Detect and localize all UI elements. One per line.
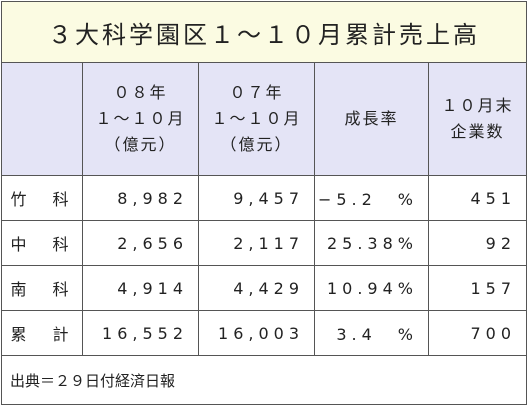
data-cell: 451	[427, 175, 528, 221]
header-line: ０７年	[229, 83, 284, 102]
title: ３大科学園区１～１０月累計売上高	[0, 1, 528, 63]
data-cell: 16,003	[198, 310, 315, 356]
header-line: １～１０月	[211, 109, 302, 128]
header-line: 成長率	[344, 109, 399, 128]
header-cell: 成長率	[314, 62, 429, 176]
row-label: 南 科	[1, 265, 83, 311]
data-cell: 3.4 %	[314, 310, 429, 356]
data-cell: 2,117	[198, 220, 315, 266]
header-row: ０８年 １～１０月 （億元） ０７年 １～１０月 （億元） 成長率 １０月末企業数	[1, 62, 528, 176]
data-cell: 9,457	[198, 175, 315, 221]
data-cell: 8,982	[82, 175, 199, 221]
data-cell: 25.38%	[314, 220, 429, 266]
data-cell: 4,914	[82, 265, 199, 311]
footer: 出典＝２９日付経済日報	[0, 355, 528, 405]
row-label: 累 計	[1, 310, 83, 356]
header-line: １～１０月	[95, 109, 186, 128]
data-cell: 2,656	[82, 220, 199, 266]
header-line: １０月末	[441, 96, 514, 115]
header-line: 企業数	[450, 122, 505, 141]
data-cell: 16,552	[82, 310, 199, 356]
header-line: （億元）	[220, 135, 293, 154]
data-cell: 4,429	[198, 265, 315, 311]
header-line: （億元）	[104, 135, 177, 154]
data-row: 累 計 16,552 16,003 3.4 % 700	[1, 310, 528, 356]
data-cell: −5.2 %	[314, 175, 429, 221]
data-cell: 92	[427, 220, 528, 266]
data-cell: 700	[427, 310, 528, 356]
header-line: ０８年	[113, 83, 168, 102]
data-cell: 157	[427, 265, 528, 311]
header-cell: ０８年 １～１０月 （億元）	[82, 62, 199, 176]
footer-row: 出典＝２９日付経済日報	[0, 355, 528, 405]
data-row: 南 科 4,914 4,429 10.94% 157	[1, 265, 528, 311]
row-label: 竹 科	[1, 175, 83, 221]
header-cell: ０７年 １～１０月 （億元）	[198, 62, 315, 176]
data-row: 中 科 2,656 2,117 25.38% 92	[1, 220, 528, 266]
data-cell: 10.94%	[314, 265, 429, 311]
data-row: 竹 科 8,982 9,457 −5.2 % 451	[1, 175, 528, 221]
header-cell: １０月末企業数	[427, 62, 528, 176]
title-row: ３大科学園区１～１０月累計売上高	[0, 1, 528, 63]
row-label: 中 科	[1, 220, 83, 266]
header-cell	[1, 62, 83, 176]
